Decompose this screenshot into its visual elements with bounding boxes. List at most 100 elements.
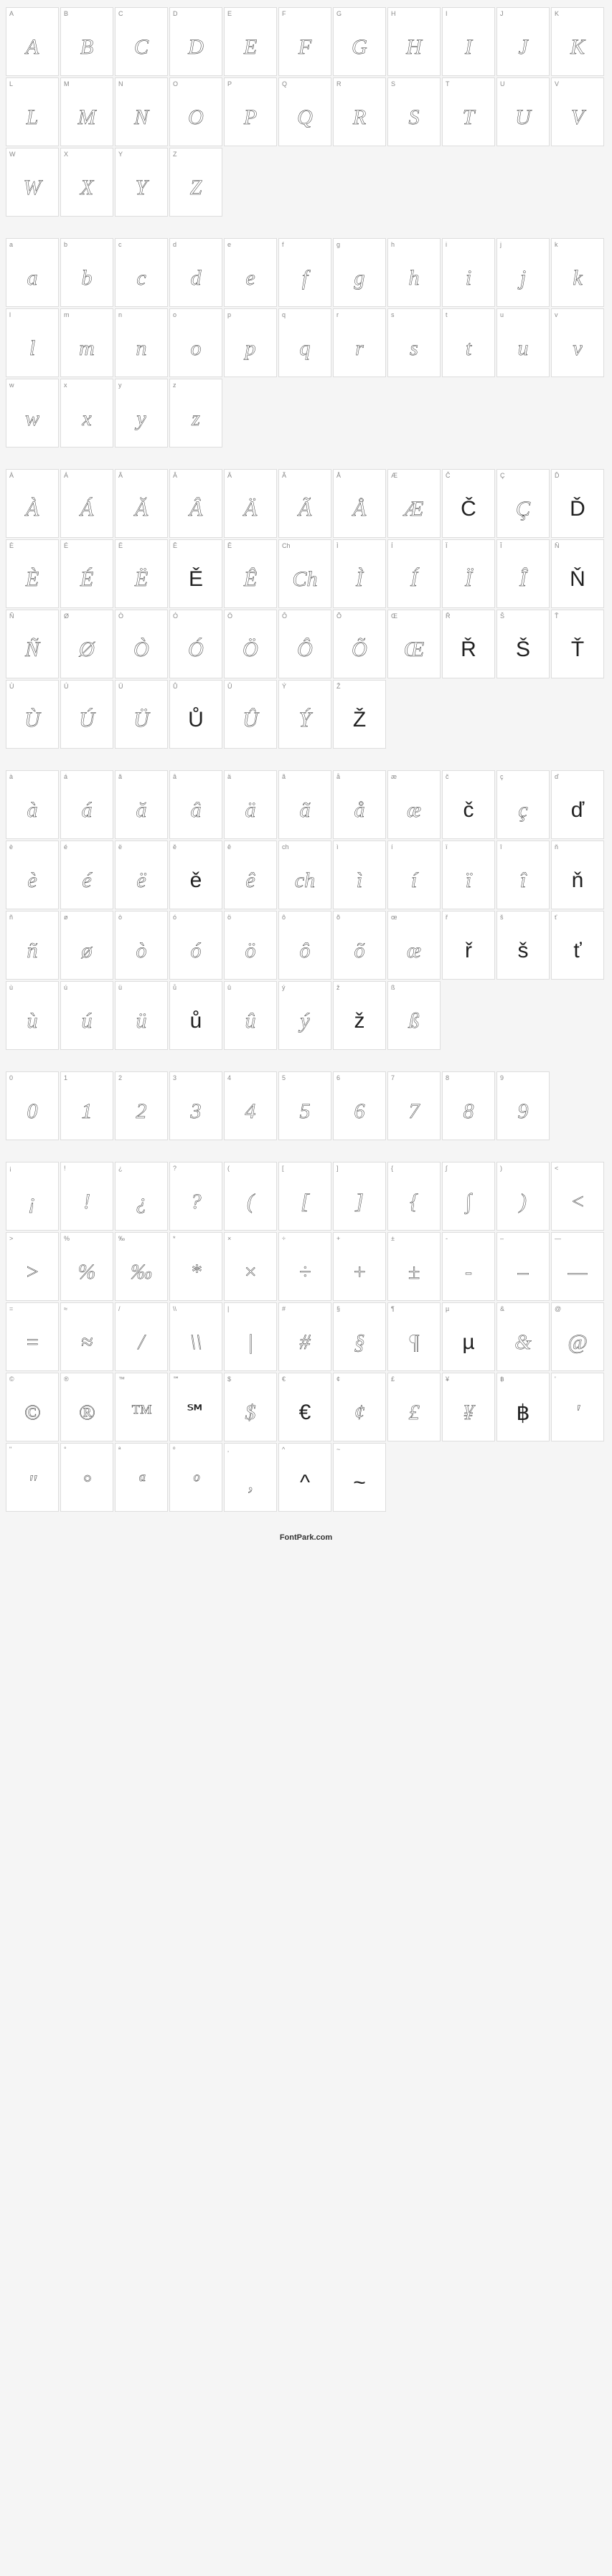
glyph: K: [552, 19, 603, 75]
glyph-label: O: [170, 78, 222, 90]
glyph: —: [552, 1244, 603, 1300]
glyph: *: [170, 1244, 222, 1300]
glyph-cell: ºº: [169, 1443, 222, 1512]
glyph: Ó: [170, 622, 222, 678]
glyph: ~: [334, 1455, 385, 1511]
glyph: k: [552, 250, 603, 306]
glyph-label: ò: [116, 911, 167, 923]
glyph-cell: ññ: [6, 911, 59, 980]
glyph: Q: [279, 90, 331, 146]
glyph: à: [6, 782, 58, 838]
glyph: è: [6, 853, 58, 909]
glyph: ř: [443, 923, 494, 979]
glyph: H: [388, 19, 440, 75]
glyph-cell: ÅÅ: [333, 469, 386, 538]
glyph: E: [225, 19, 276, 75]
glyph-label: ě: [170, 841, 222, 853]
glyph-label: f: [279, 239, 331, 250]
glyph: D: [170, 19, 222, 75]
glyph: È: [6, 551, 58, 607]
glyph: æ: [388, 782, 440, 838]
glyph-label: Ç: [497, 470, 549, 481]
glyph-cell: ăă: [115, 770, 168, 839]
glyph-cell: øø: [60, 911, 113, 980]
glyph-label: ฿: [497, 1373, 549, 1385]
glyph-label: í: [388, 841, 440, 853]
glyph-label: P: [225, 78, 276, 90]
glyph: L: [6, 90, 58, 146]
glyph: g: [334, 250, 385, 306]
glyph: C: [116, 19, 167, 75]
glyph-label: 0: [6, 1072, 58, 1084]
glyph-cell: 11: [60, 1071, 113, 1140]
glyph: ê: [225, 853, 276, 909]
glyph-label: š: [497, 911, 549, 923]
glyph-label: H: [388, 8, 440, 19]
glyph: Ě: [170, 551, 222, 607]
glyph: û: [225, 993, 276, 1049]
glyph: ?: [170, 1174, 222, 1230]
glyph: <: [552, 1174, 603, 1230]
glyph-label: %: [61, 1233, 113, 1244]
glyph-label: ç: [497, 771, 549, 782]
glyph: ù: [6, 993, 58, 1049]
glyph-cell: II: [442, 7, 495, 76]
glyph-cell: ww: [6, 379, 59, 448]
glyph: Ú: [61, 692, 113, 748]
glyph: 6: [334, 1084, 385, 1140]
glyph-cell: ≈≈: [60, 1302, 113, 1371]
glyph: ů: [170, 993, 222, 1049]
glyph-label: ý: [279, 982, 331, 993]
glyph-cell: ßß: [387, 981, 441, 1050]
glyph-label: ¶: [388, 1303, 440, 1315]
glyph-cell: NN: [115, 77, 168, 146]
glyph: ä: [225, 782, 276, 838]
glyph-cell: kk: [551, 238, 604, 307]
glyph-cell: GG: [333, 7, 386, 76]
glyph-cell: ªª: [115, 1443, 168, 1512]
glyph-label: ≈: [61, 1303, 113, 1315]
glyph: ¡: [6, 1174, 58, 1230]
glyph: q: [279, 321, 331, 377]
glyph: ď: [552, 782, 603, 838]
glyph-label: Ö: [225, 610, 276, 622]
glyph-cell: řř: [442, 911, 495, 980]
glyph: Ă: [116, 481, 167, 537]
glyph-cell: bb: [60, 238, 113, 307]
glyph-cell: ™™: [115, 1373, 168, 1441]
section-digits: 00112233445566778899: [6, 1071, 606, 1140]
glyph-cell: xx: [60, 379, 113, 448]
glyph-cell: ((: [224, 1162, 277, 1231]
glyph-cell: ãã: [278, 770, 331, 839]
glyph: >: [6, 1244, 58, 1300]
glyph-label: ℠: [170, 1373, 222, 1385]
glyph-label: ž: [334, 982, 385, 993]
glyph-cell: 44: [224, 1071, 277, 1140]
glyph: š: [497, 923, 549, 979]
glyph-cell: ÊÊ: [224, 539, 277, 608]
glyph: 3: [170, 1084, 222, 1140]
glyph-label: é: [61, 841, 113, 853]
glyph-cell: ZZ: [169, 148, 222, 217]
glyph-label: °: [61, 1444, 113, 1455]
glyph-cell: VV: [551, 77, 604, 146]
glyph-label: 8: [443, 1072, 494, 1084]
glyph-label: Ě: [170, 540, 222, 551]
glyph-cell: üü: [115, 981, 168, 1050]
glyph-label: ë: [116, 841, 167, 853]
glyph-cell: <<: [551, 1162, 604, 1231]
glyph: I: [443, 19, 494, 75]
glyph-label: ¡: [6, 1162, 58, 1174]
glyph: œ: [388, 923, 440, 979]
glyph-cell: öö: [224, 911, 277, 980]
glyph: f: [279, 250, 331, 306]
glyph: V: [552, 90, 603, 146]
glyph-cell: ĎĎ: [551, 469, 604, 538]
glyph-cell: ##: [278, 1302, 331, 1371]
glyph: €: [279, 1385, 331, 1441]
glyph-cell: ØØ: [60, 610, 113, 678]
glyph-label: ø: [61, 911, 113, 923]
glyph: ª: [116, 1455, 167, 1511]
glyph-label: e: [225, 239, 276, 250]
glyph-cell: uu: [496, 308, 550, 377]
